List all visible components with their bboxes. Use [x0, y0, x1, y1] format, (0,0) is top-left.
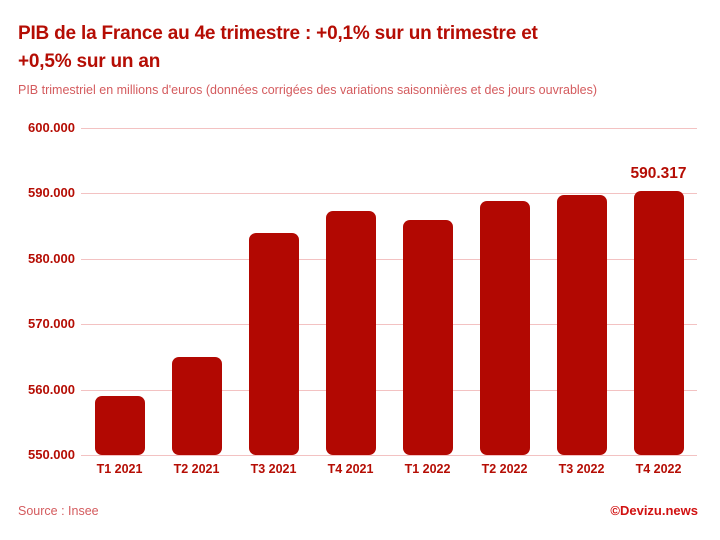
- x-tick-label: T1 2022: [404, 462, 451, 476]
- x-tick-label: T2 2021: [173, 462, 220, 476]
- y-tick-label: 570.000: [28, 316, 75, 332]
- bar-t1-2021: [94, 396, 145, 455]
- gridline: [81, 389, 697, 391]
- source-note: Source : Insee: [18, 504, 99, 518]
- gridline: [81, 258, 697, 260]
- bar-t4-2021: [325, 211, 376, 455]
- chart-header: PIB de la France au 4e trimestre : +0,1%…: [18, 20, 708, 98]
- bar-t4-2022: [633, 191, 684, 455]
- credit: ©Devizu.news: [610, 503, 698, 518]
- y-tick-label: 560.000: [28, 381, 75, 397]
- gridline: [81, 324, 697, 326]
- y-tick-label: 600.000: [28, 120, 75, 135]
- page-title-line2: +0,5% sur un an: [18, 51, 161, 72]
- bar-t2-2022: [479, 200, 530, 455]
- x-tick-label: T3 2021: [250, 462, 297, 476]
- x-tick-label: T4 2021: [327, 462, 374, 476]
- y-tick-label: 580.000: [28, 250, 75, 266]
- page-title-line1: PIB de la France au 4e trimestre : +0,1%…: [18, 23, 538, 44]
- page-title: PIB de la France au 4e trimestre : +0,1%…: [18, 20, 708, 76]
- x-tick-label: T3 2022: [558, 462, 605, 476]
- bar-t1-2022: [402, 219, 453, 455]
- x-tick-label: T4 2022: [635, 462, 682, 476]
- bar-t3-2022: [556, 194, 607, 455]
- bar-t2-2021: [171, 356, 222, 455]
- y-tick-label: 550.000: [28, 447, 75, 462]
- gridline: [81, 455, 697, 456]
- bar-t3-2021: [248, 233, 299, 455]
- x-tick-label: T1 2021: [96, 462, 143, 476]
- gridline: [81, 128, 697, 129]
- chart-subtitle: PIB trimestriel en millions d'euros (don…: [18, 83, 598, 97]
- x-tick-label: T2 2022: [481, 462, 528, 476]
- y-tick-label: 590.000: [28, 185, 75, 201]
- gridline: [81, 193, 697, 195]
- data-label: 590.317: [630, 165, 687, 183]
- chart-footer: Source : Insee ©Devizu.news: [18, 503, 698, 518]
